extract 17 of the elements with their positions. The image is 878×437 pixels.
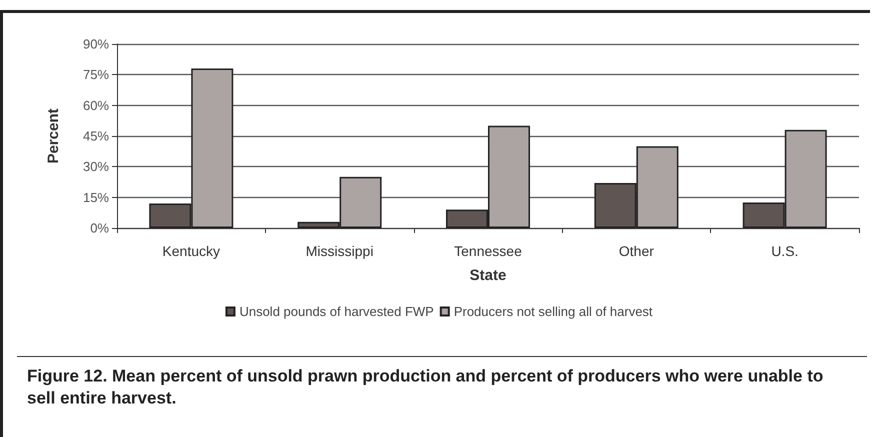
- x-tick-label: Mississippi: [306, 243, 374, 259]
- x-tick-label: U.S.: [771, 243, 798, 259]
- y-tick-label: 45%: [82, 128, 110, 144]
- legend-label: Unsold pounds of harvested FWP: [239, 304, 434, 319]
- y-tick-label: 15%: [82, 190, 110, 205]
- y-tick-label: 90%: [82, 36, 110, 52]
- x-tick-label: Other: [618, 243, 654, 259]
- y-tick-label: 60%: [82, 98, 110, 113]
- x-tick-label: Kentucky: [162, 243, 220, 259]
- x-tick-label: Tennessee: [454, 243, 522, 259]
- y-tick-label: 0%: [90, 220, 110, 236]
- legend-label: Producers not selling all of harvest: [454, 304, 653, 319]
- y-tick-label: 75%: [82, 67, 110, 82]
- text: Figure 12. Mean percent of unsold prawn production and percent of producers who were unable to sell entire harvest.: [27, 366, 828, 408]
- y-axis-title: Percent: [45, 108, 62, 164]
- y-tick-label: 30%: [82, 159, 110, 174]
- x-axis-title: State: [470, 267, 506, 284]
